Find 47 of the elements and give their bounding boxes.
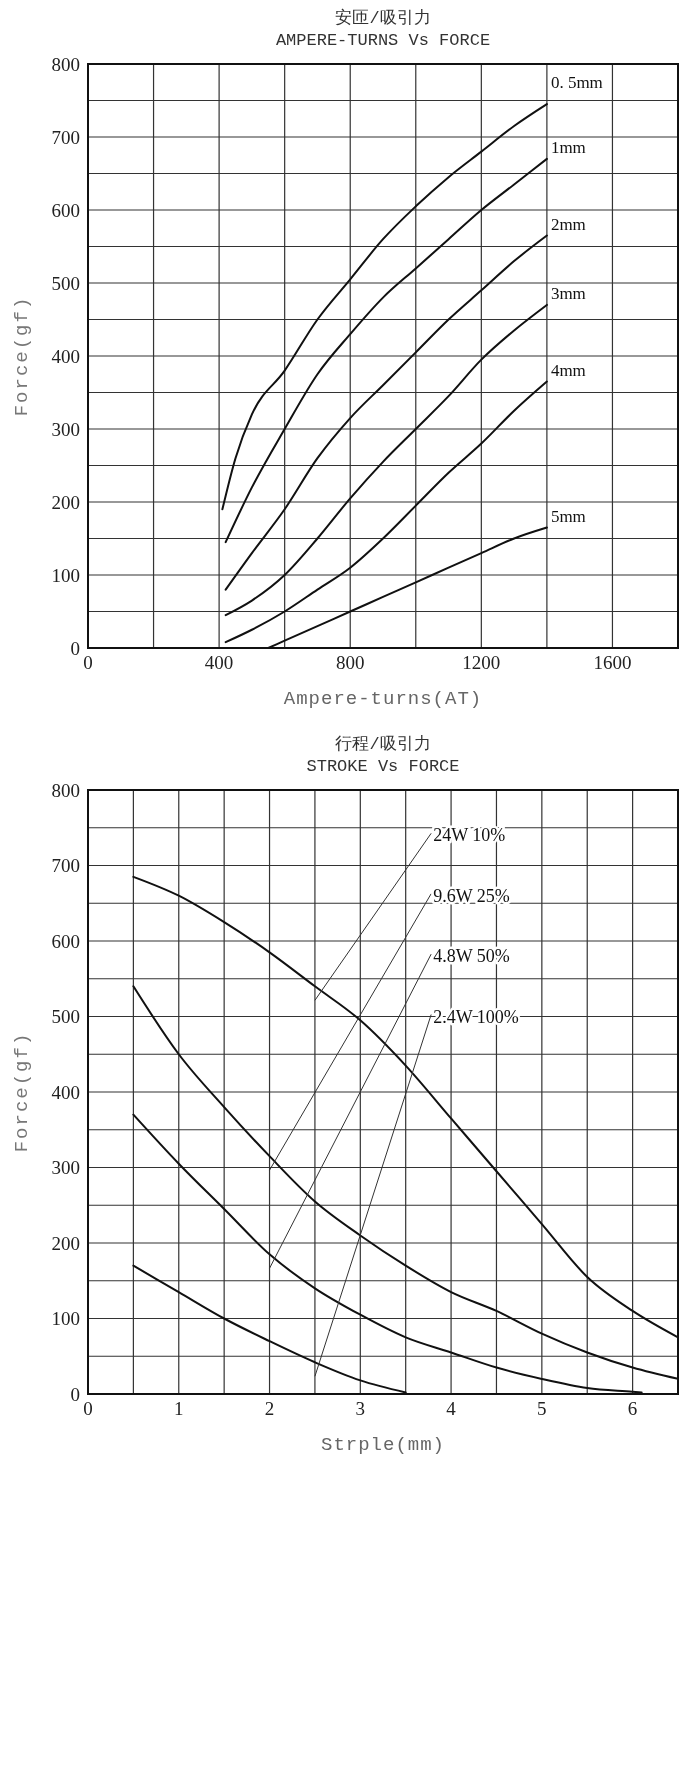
y-tick-label: 400 <box>51 345 80 367</box>
y-axis-title: Force(gf) <box>10 1031 33 1153</box>
y-tick-label: 500 <box>51 1006 80 1028</box>
x-tick-label: 6 <box>627 1398 638 1420</box>
x-tick-label: 1200 <box>462 652 501 674</box>
line-series <box>224 303 548 617</box>
line-series <box>224 234 548 591</box>
y-tick-label: 200 <box>51 1232 80 1254</box>
x-tick-label: 3 <box>355 1398 366 1420</box>
x-axis-title: Ampere-turns(AT) <box>283 688 483 710</box>
x-tick-label: 5 <box>537 1398 547 1420</box>
x-tick-label: 400 <box>204 652 234 674</box>
series-label: 0. 5mm <box>550 73 603 93</box>
y-tick-label: 400 <box>51 1081 80 1103</box>
y-tick-label: 500 <box>51 272 80 294</box>
line-series <box>224 380 548 644</box>
y-tick-label: 300 <box>51 1157 80 1179</box>
x-tick-label: 1600 <box>593 652 632 674</box>
chart-subtitle: AMPERE-TURNS Vs FORCE <box>274 30 492 52</box>
y-tick-label: 0 <box>70 1383 80 1405</box>
x-tick-label: 2 <box>264 1398 275 1420</box>
series-label: 3mm <box>550 283 586 303</box>
y-tick-label: 700 <box>51 855 80 877</box>
y-tick-label: 100 <box>51 564 80 586</box>
x-tick-label: 800 <box>335 652 365 674</box>
y-tick-label: 600 <box>51 930 80 952</box>
x-tick-label: 1 <box>174 1398 184 1420</box>
series-label: 5mm <box>550 506 586 526</box>
series-label: 1mm <box>550 137 586 157</box>
y-axis-title: Force(gf) <box>10 295 33 417</box>
y-tick-label: 800 <box>51 53 80 75</box>
series-label: 4mm <box>550 360 586 380</box>
chart-title: 行程/吸引力 <box>334 734 432 756</box>
y-tick-label: 0 <box>70 637 80 659</box>
y-tick-label: 300 <box>51 418 80 440</box>
y-tick-label: 700 <box>51 126 80 148</box>
line-series <box>224 157 548 544</box>
chart-title: 安匝/吸引力 <box>334 8 432 30</box>
y-tick-label: 600 <box>51 199 80 221</box>
x-tick-label: 4 <box>446 1398 457 1420</box>
x-axis-title: Strple(mm) <box>320 1434 446 1456</box>
y-tick-label: 100 <box>51 1308 80 1330</box>
chart-subtitle: STROKE Vs FORCE <box>305 756 461 778</box>
y-tick-label: 800 <box>51 779 80 801</box>
y-tick-label: 200 <box>51 491 80 513</box>
line-series <box>221 103 548 511</box>
series-label: 2mm <box>550 214 586 234</box>
